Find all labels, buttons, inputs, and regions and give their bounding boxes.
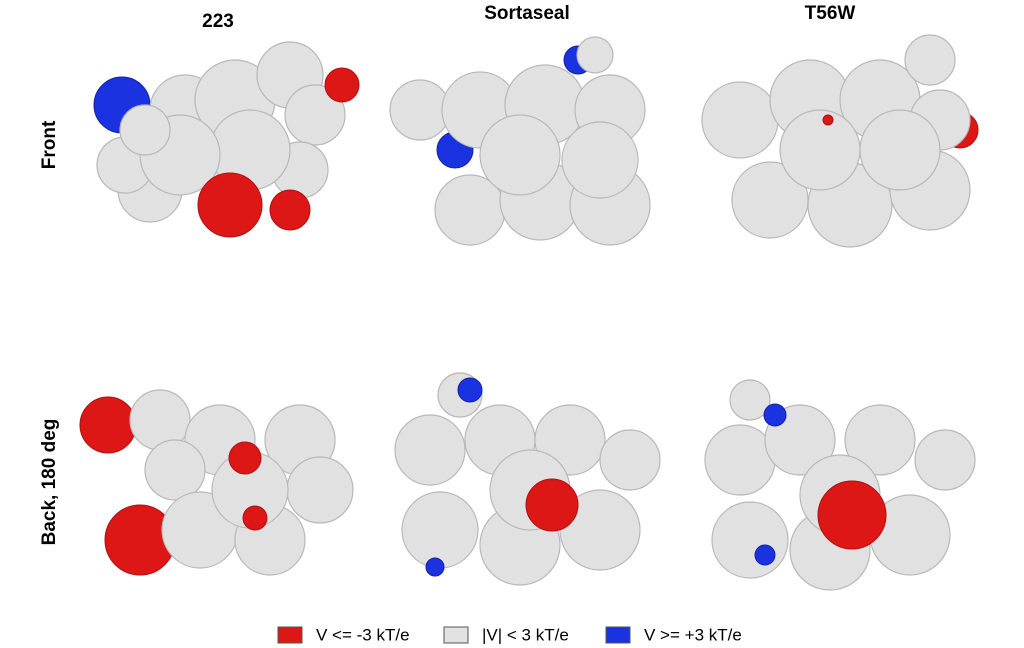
legend-swatch bbox=[443, 626, 469, 644]
legend-label: V >= +3 kT/e bbox=[644, 625, 742, 644]
legend-label: |V| < 3 kT/e bbox=[482, 625, 569, 644]
row-label: Front bbox=[39, 120, 60, 169]
column-title: 223 bbox=[202, 11, 234, 32]
column-title: T56W bbox=[805, 3, 856, 24]
row-label: Back, 180 deg bbox=[39, 419, 60, 546]
legend-swatch bbox=[277, 626, 303, 644]
surface bbox=[93, 41, 360, 238]
surface bbox=[389, 36, 651, 246]
surface bbox=[701, 34, 979, 248]
column-title: Sortaseal bbox=[484, 3, 570, 24]
legend-swatch bbox=[605, 626, 631, 644]
legend-label: V <= -3 kT/e bbox=[316, 625, 410, 644]
surface bbox=[704, 379, 976, 591]
surface bbox=[79, 389, 354, 576]
surface bbox=[394, 372, 661, 586]
